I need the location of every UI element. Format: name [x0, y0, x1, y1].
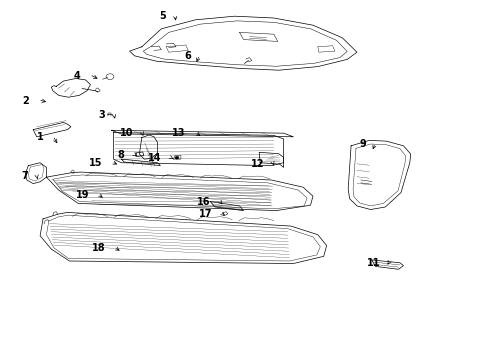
Text: 15: 15 — [89, 158, 102, 168]
Text: 16: 16 — [196, 197, 210, 207]
Text: 12: 12 — [250, 159, 264, 169]
Text: 4: 4 — [74, 71, 81, 81]
Text: 11: 11 — [366, 258, 380, 268]
Text: 17: 17 — [199, 209, 212, 219]
Text: 7: 7 — [21, 171, 28, 181]
Text: 19: 19 — [75, 190, 89, 200]
Text: 9: 9 — [359, 139, 366, 149]
Text: 6: 6 — [183, 51, 190, 61]
Text: 18: 18 — [91, 243, 105, 253]
Text: 1: 1 — [37, 132, 44, 142]
Text: 3: 3 — [98, 110, 105, 120]
Text: 13: 13 — [172, 128, 185, 138]
Text: 8: 8 — [118, 150, 124, 160]
Text: 14: 14 — [147, 153, 161, 163]
Circle shape — [175, 156, 179, 159]
Text: 5: 5 — [159, 11, 166, 21]
Text: 2: 2 — [22, 96, 29, 106]
Text: 10: 10 — [119, 128, 133, 138]
